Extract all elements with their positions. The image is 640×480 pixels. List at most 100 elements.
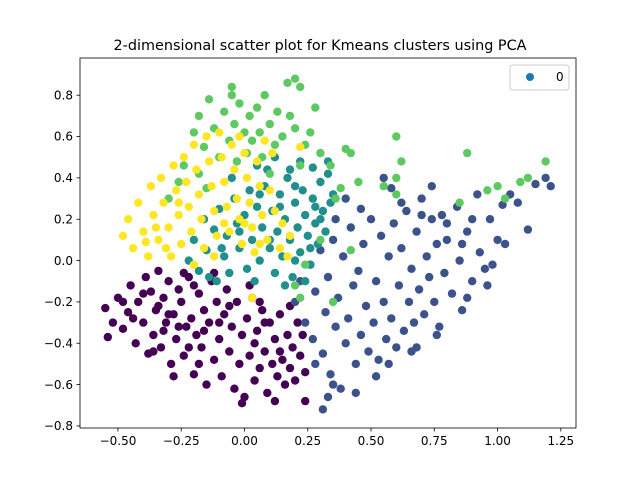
cluster-0-point-33 <box>199 306 209 315</box>
cluster-0-point-56 <box>258 306 267 315</box>
cluster-3-point-52 <box>523 173 533 183</box>
cluster-1-point-43 <box>409 318 419 327</box>
cluster-2-point-34 <box>296 248 305 257</box>
cluster-1-point-20 <box>351 359 360 369</box>
x-tick-label: 0.25 <box>294 434 321 448</box>
cluster-2-point-16 <box>245 186 254 195</box>
cluster-0-point-68 <box>288 343 297 352</box>
cluster-4-point-60 <box>240 219 249 228</box>
legend-label-0: 0 <box>556 70 564 84</box>
cluster-1-point-50 <box>427 215 436 224</box>
cluster-1-point-97 <box>457 239 467 249</box>
cluster-0-point-39 <box>215 334 224 344</box>
cluster-4-point-35 <box>225 227 234 236</box>
cluster-4-point-62 <box>247 293 257 302</box>
cluster-0-point-5 <box>123 308 133 317</box>
cluster-0-point-65 <box>280 380 290 389</box>
cluster-1-point-89 <box>397 198 406 207</box>
x-tick-label: 0.00 <box>231 434 258 448</box>
cluster-3-point-53 <box>541 157 550 166</box>
x-tick-label: 0.75 <box>421 434 448 448</box>
cluster-1-point-47 <box>420 310 429 319</box>
cluster-1-point-96 <box>427 182 436 191</box>
cluster-0-point-57 <box>260 347 269 356</box>
cluster-4-point-53 <box>275 244 285 253</box>
cluster-1-point-76 <box>351 388 360 398</box>
cluster-1-point-21 <box>354 266 363 276</box>
cluster-4-point-0 <box>118 231 128 240</box>
cluster-1-point-11 <box>328 235 338 245</box>
cluster-3-point-3 <box>204 95 214 104</box>
cluster-0-point-43 <box>225 347 234 356</box>
cluster-1-point-46 <box>417 194 426 203</box>
cluster-4-point-8 <box>154 235 163 245</box>
cluster-0-point-82 <box>174 322 183 331</box>
y-tick-label: 0.8 <box>54 88 73 102</box>
cluster-4-point-45 <box>250 248 259 257</box>
cluster-3-point-30 <box>311 103 320 112</box>
cluster-4-point-24 <box>197 215 206 224</box>
cluster-3-point-15 <box>247 136 257 145</box>
cluster-2-point-5 <box>204 272 214 282</box>
cluster-0-point-61 <box>270 334 280 344</box>
cluster-1-point-63 <box>473 190 482 199</box>
cluster-4-point-20 <box>187 227 196 236</box>
cluster-3-point-42 <box>379 182 388 191</box>
cluster-4-point-59 <box>296 142 305 152</box>
cluster-3-point-27 <box>296 82 305 92</box>
cluster-0-point-98 <box>184 343 193 352</box>
cluster-2-point-43 <box>318 206 328 216</box>
cluster-0-point-2 <box>108 318 118 327</box>
cluster-0-point-71 <box>296 351 305 360</box>
cluster-1-point-77 <box>384 359 393 369</box>
cluster-0-point-6 <box>126 281 135 290</box>
cluster-4-point-23 <box>194 190 204 199</box>
cluster-2-point-25 <box>273 227 282 236</box>
cluster-3-point-14 <box>245 111 254 121</box>
cluster-0-point-93 <box>179 268 188 278</box>
cluster-0-point-18 <box>161 318 171 327</box>
cluster-4-point-41 <box>240 148 249 158</box>
axes: −0.50 −0.25 0.00 0.25 0.50 0.75 1.00 1.25−0.8−0… <box>44 57 577 448</box>
y-tick-label: 0.0 <box>54 254 73 268</box>
cluster-2-point-22 <box>265 244 274 253</box>
cluster-4-point-2 <box>128 244 138 253</box>
cluster-1-point-15 <box>339 252 348 261</box>
cluster-0-point-73 <box>301 368 310 377</box>
cluster-1-point-80 <box>463 293 472 302</box>
y-tick-label: −0.4 <box>44 336 73 350</box>
cluster-3-point-24 <box>283 78 292 88</box>
cluster-0-point-40 <box>217 372 226 381</box>
cluster-1-point-67 <box>493 235 502 245</box>
cluster-0-point-51 <box>245 351 254 360</box>
cluster-1-point-55 <box>440 268 449 278</box>
cluster-1-point-35 <box>389 219 398 228</box>
cluster-1-point-54 <box>437 210 447 220</box>
cluster-0-point-76 <box>301 396 310 406</box>
cluster-4-point-34 <box>222 202 231 211</box>
cluster-0-point-26 <box>182 322 191 331</box>
cluster-3-point-41 <box>336 184 345 193</box>
cluster-4-point-43 <box>245 198 254 207</box>
cluster-4-point-5 <box>144 252 153 261</box>
cluster-2-point-17 <box>247 235 257 245</box>
cluster-0-point-62 <box>273 372 282 381</box>
cluster-1-point-90 <box>417 210 426 220</box>
cluster-1-point-52 <box>432 239 441 249</box>
cluster-3-point-58 <box>290 74 300 83</box>
cluster-4-point-14 <box>172 186 181 195</box>
cluster-1-point-65 <box>480 264 490 273</box>
cluster-1-point-92 <box>341 194 350 203</box>
cluster-3-point-63 <box>346 246 355 255</box>
cluster-2-point-63 <box>235 227 244 236</box>
cluster-4-point-19 <box>184 202 193 211</box>
cluster-2-point-66 <box>255 190 264 199</box>
cluster-4-point-40 <box>237 239 247 249</box>
cluster-0-point-63 <box>275 310 285 319</box>
cluster-0-point-32 <box>197 343 206 352</box>
cluster-1-point-24 <box>361 301 371 311</box>
cluster-1-point-45 <box>414 285 424 294</box>
cluster-1-point-18 <box>346 223 355 232</box>
cluster-3-point-55 <box>331 194 340 203</box>
chart-title: 2-dimensional scatter plot for Kmeans cl… <box>113 38 526 54</box>
